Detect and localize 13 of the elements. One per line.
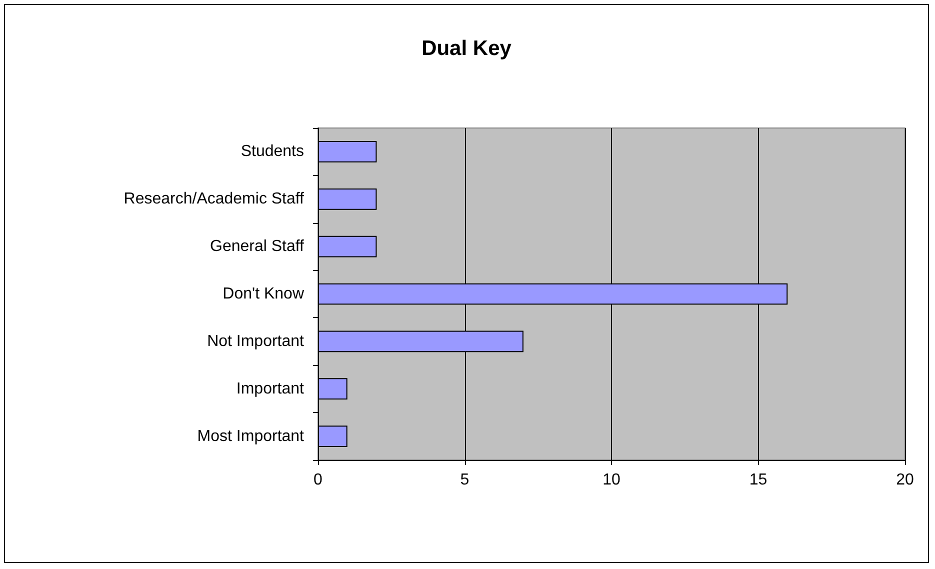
x-tick-label: 20 [896,472,914,488]
y-tick-label: Students [240,143,304,160]
chart-title: Dual Key [422,37,512,60]
x-tick-label: 10 [602,472,620,488]
y-tick-label: Don't Know [222,286,304,302]
x-tick-label: 5 [460,472,470,488]
y-tick-label: Important [236,380,305,398]
x-tick-label: 15 [749,472,768,488]
y-tick-label: Most Important [197,428,305,445]
y-tick-label: Research/Academic Staff [124,190,305,208]
y-tick-label: General Staff [210,238,305,256]
y-tick-label: Not Important [207,332,305,350]
x-tick-label: 0 [314,472,323,488]
